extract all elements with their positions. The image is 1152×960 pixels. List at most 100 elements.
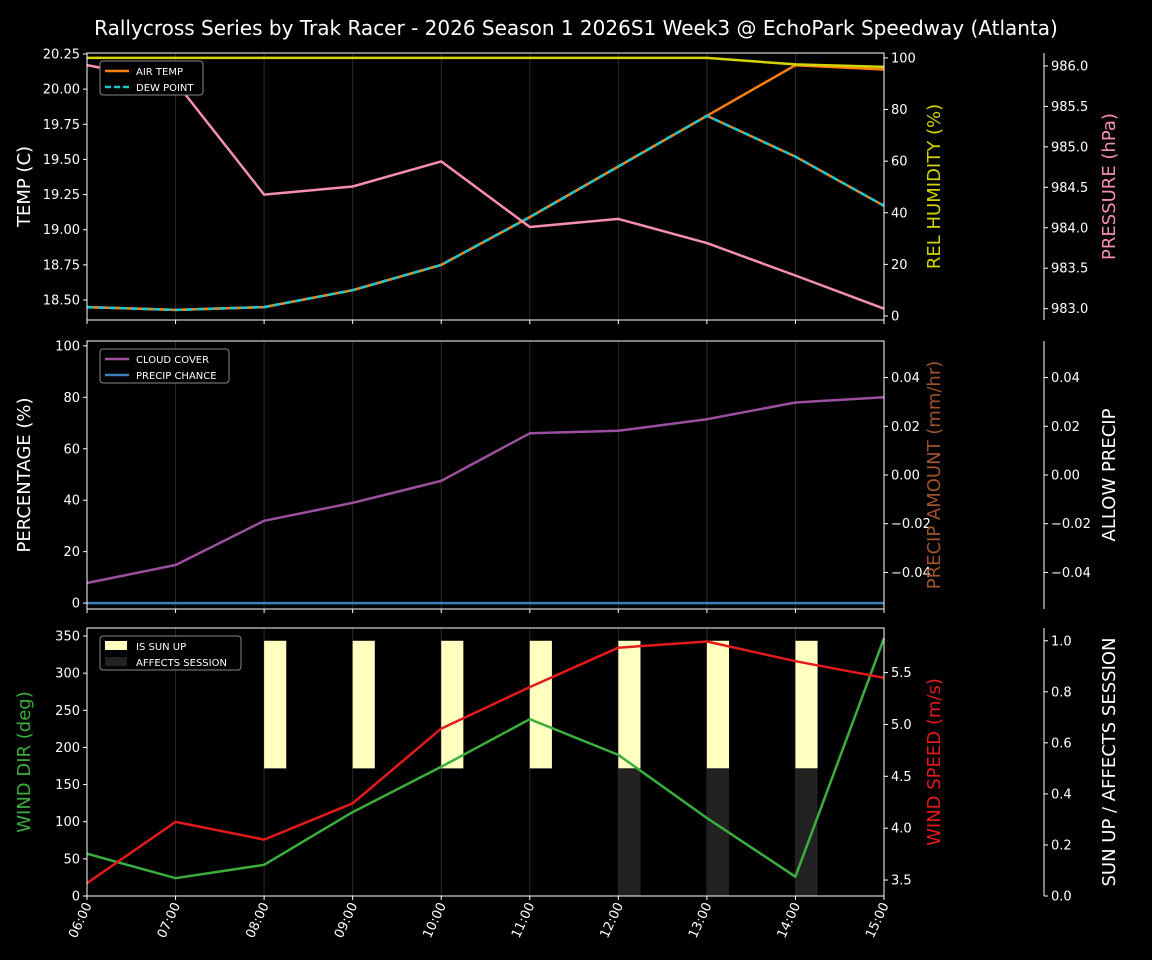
legend-label: CLOUD COVER	[136, 355, 209, 366]
tick-label: 100	[55, 339, 80, 354]
affects-session-bar	[618, 768, 641, 896]
tick-label: 19.00	[43, 223, 80, 238]
tick-label: 80	[891, 103, 908, 118]
series-line-series-2	[87, 56, 885, 69]
axis-label: PRESSURE (hPa)	[1099, 113, 1120, 260]
axis-label: TEMP (C)	[14, 146, 35, 228]
x-tick-label: 12:00	[598, 900, 627, 940]
tick-label: 0.2	[1051, 838, 1072, 853]
chart-title: Rallycross Series by Trak Racer - 2026 S…	[94, 16, 1058, 40]
tick-label: 5.5	[891, 666, 912, 681]
legend-box	[99, 635, 242, 671]
axis-label: REL HUMIDITY (%)	[924, 104, 945, 269]
tick-label: 250	[55, 704, 80, 719]
tick-label: 60	[63, 442, 80, 457]
tick-label: −0.04	[891, 566, 931, 581]
tick-label: 0	[72, 890, 80, 905]
tick-label: 983.0	[1051, 302, 1088, 317]
legend-label: DEW POINT	[136, 83, 194, 94]
tick-label: 350	[55, 630, 80, 645]
series-line-under	[86, 114, 885, 312]
plot-frame	[86, 52, 885, 321]
x-tick-label: 07:00	[155, 900, 184, 940]
sun-up-bar	[352, 640, 375, 769]
tick-label: 0.00	[1051, 469, 1080, 484]
tick-label: 40	[63, 494, 80, 509]
axis-label: PERCENTAGE (%)	[14, 397, 35, 552]
axis-label: SUN UP / AFFECTS SESSION	[1099, 637, 1120, 886]
tick-label: −0.04	[1051, 566, 1091, 581]
series-line-series-0	[86, 637, 886, 880]
tick-label: 984.5	[1051, 181, 1088, 196]
x-tick-label: 14:00	[775, 900, 804, 940]
sun-up-bar	[441, 640, 464, 769]
tick-label: 19.75	[43, 118, 80, 133]
legend-swatch	[105, 657, 127, 666]
tick-label: 985.5	[1051, 100, 1088, 115]
axis-label: WIND SPEED (m/s)	[924, 678, 945, 846]
tick-label: 0.02	[1051, 420, 1080, 435]
tick-label: 150	[55, 778, 80, 793]
legend-label: IS SUN UP	[136, 642, 186, 653]
series-line-air-temp	[86, 63, 885, 312]
tick-label: 0.6	[1051, 736, 1072, 751]
axis-label: PRECIP AMOUNT (mm/hr)	[924, 361, 945, 590]
tick-label: 0	[72, 597, 80, 612]
tick-label: −0.02	[1051, 517, 1091, 532]
tick-label: 984.0	[1051, 221, 1088, 236]
x-tick-label: 13:00	[686, 900, 715, 940]
tick-label: 18.50	[43, 294, 80, 309]
tick-label: 80	[63, 391, 80, 406]
tick-label: 0.04	[891, 371, 920, 386]
affects-session-bar	[706, 768, 730, 896]
legend-label: AFFECTS SESSION	[136, 658, 227, 669]
tick-label: 50	[63, 852, 80, 867]
tick-label: 0.8	[1051, 685, 1072, 700]
tick-label: 0.4	[1051, 787, 1072, 802]
legend-box	[99, 348, 230, 384]
series-line-series-1	[86, 640, 885, 885]
affects-session-bar	[795, 768, 818, 896]
tick-label: 40	[891, 206, 908, 221]
tick-label: 0.00	[891, 469, 920, 484]
x-tick-label: 11:00	[509, 900, 538, 940]
series-line-series-3	[86, 63, 885, 310]
tick-label: 19.25	[43, 188, 80, 203]
sun-up-bar	[264, 640, 287, 769]
x-tick-label: 15:00	[863, 900, 892, 940]
legend-label: PRECIP CHANCE	[136, 371, 217, 382]
legend-swatch	[105, 641, 127, 650]
sun-up-bar	[795, 640, 818, 769]
series-line-dew-point	[86, 114, 885, 312]
tick-label: −0.02	[891, 517, 931, 532]
tick-label: 0	[891, 309, 899, 324]
tick-label: 20.00	[43, 83, 80, 98]
tick-label: 986.0	[1051, 59, 1088, 74]
sun-up-bar	[529, 640, 552, 769]
tick-label: 4.0	[891, 822, 912, 837]
tick-label: 18.75	[43, 258, 80, 273]
x-tick-label: 06:00	[66, 900, 95, 940]
sun-up-bar	[706, 640, 730, 769]
tick-label: 19.50	[43, 153, 80, 168]
tick-label: 20	[63, 545, 80, 560]
axis-label: ALLOW PRECIP	[1099, 408, 1120, 541]
tick-label: 0.04	[1051, 371, 1080, 386]
tick-label: 200	[55, 741, 80, 756]
tick-label: 985.0	[1051, 140, 1088, 155]
tick-label: 983.5	[1051, 262, 1088, 277]
tick-label: 100	[55, 815, 80, 830]
tick-label: 100	[891, 51, 916, 66]
plot-frame	[86, 627, 885, 897]
axis-label: WIND DIR (deg)	[14, 691, 35, 833]
x-tick-label: 08:00	[243, 900, 272, 940]
x-tick-label: 10:00	[420, 900, 449, 940]
series-line-cloud-cover	[86, 396, 885, 585]
tick-label: 5.0	[891, 718, 912, 733]
tick-label: 60	[891, 155, 908, 170]
tick-label: 0.02	[891, 420, 920, 435]
tick-label: 20.25	[43, 47, 80, 62]
x-tick-label: 09:00	[332, 900, 361, 940]
tick-label: 300	[55, 667, 80, 682]
